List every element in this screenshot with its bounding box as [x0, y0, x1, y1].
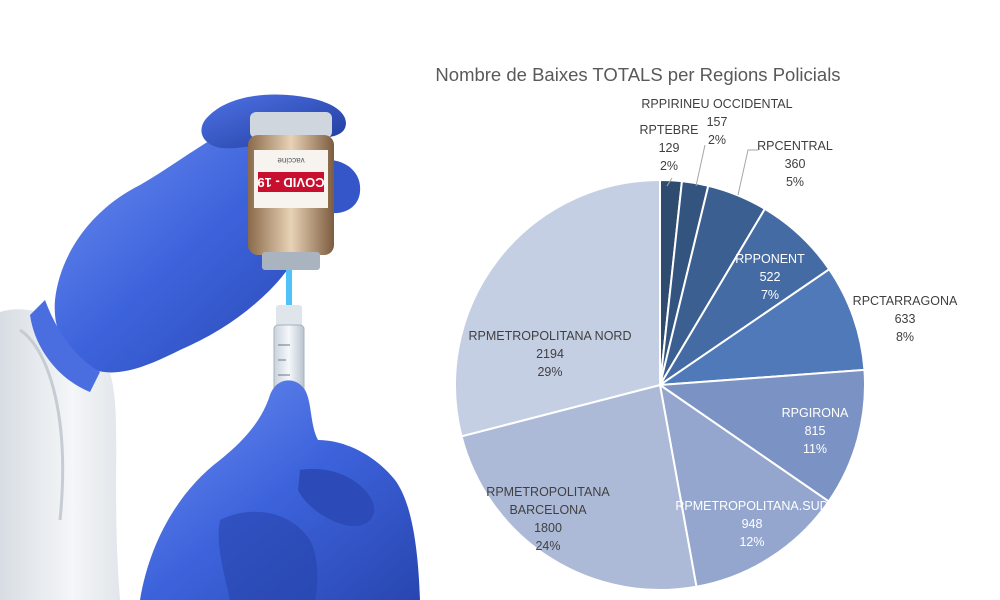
upper-glove-cuff	[30, 300, 100, 392]
lab-coat-fold	[19, 328, 65, 521]
pie-slice-rpmetropolitana-nord	[454, 178, 661, 438]
pie-chart	[454, 178, 866, 591]
leader-line-rptebre	[666, 177, 673, 187]
vial-label-text: COVID - 19	[257, 175, 324, 190]
pie-leader-lines	[666, 144, 758, 196]
vial-small-text: vaccine	[277, 156, 305, 165]
data-label-rpponent: RPPONENT 522 7%	[735, 252, 805, 302]
vaccine-vial: COVID - 19 vaccine	[248, 112, 334, 270]
data-label-rpctarragona: RPCTARRAGONA 633 8%	[853, 294, 958, 344]
data-label-rpmetropolitana-sud: RPMETROPOLITANA.SUD 948 12%	[675, 499, 828, 549]
leader-line-rpcentral	[737, 149, 758, 196]
pie-slice-rpgirona	[657, 368, 866, 503]
leader-line-rppirineu-occidental	[695, 144, 706, 187]
lower-glove-shadow	[218, 511, 318, 600]
pie-slice-rpmetropolitana-sud	[658, 382, 831, 588]
data-label-rpmetropolitana-nord: RPMETROPOLITANA NORD 2194 29%	[469, 329, 632, 379]
data-label-rpmetropolitana-barcelona: RPMETROPOLITANA BARCELONA 1800 24%	[486, 485, 610, 553]
vaccine-photo: COVID - 19 vaccine	[0, 94, 420, 600]
lower-glove-finger	[298, 468, 375, 527]
data-label-rpcentral: RPCENTRAL 360 5%	[757, 139, 833, 189]
pie-slice-rpctarragona	[656, 267, 866, 387]
lower-glove-hand	[140, 380, 420, 600]
data-label-rppirineu-occidental: RPPIRINEU OCCIDENTAL 157 2%	[641, 97, 792, 147]
chart-title: Nombre de Baixes TOTALS per Regions Poli…	[435, 64, 840, 85]
pie-data-labels: RPTEBRE 129 2%RPPIRINEU OCCIDENTAL 157 2% RPC…	[469, 97, 958, 553]
data-label-rptebre: RPTEBRE 129 2%	[639, 123, 698, 173]
data-label-rpgirona: RPGIRONA 815 11%	[782, 406, 849, 456]
pie-slice-rpmetropolitana-barcelona	[460, 383, 698, 591]
